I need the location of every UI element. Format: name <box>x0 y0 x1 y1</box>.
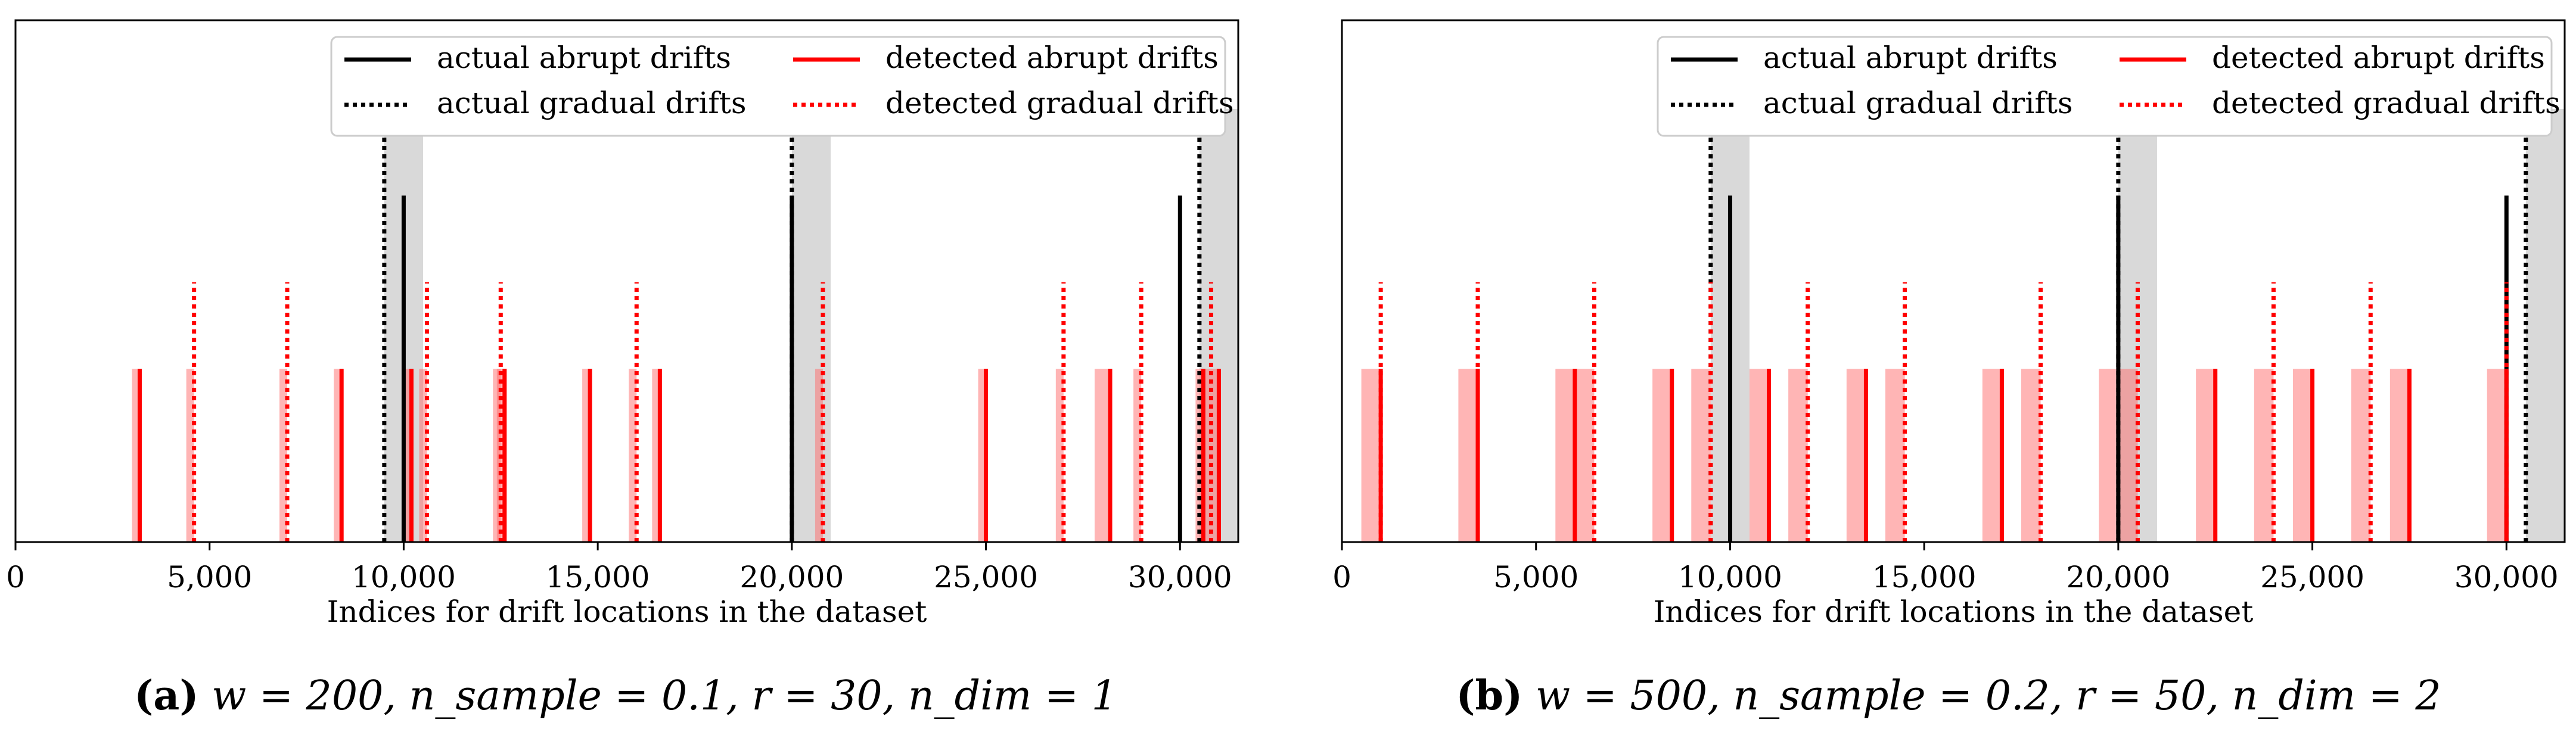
detected-span-12 <box>2099 369 2118 542</box>
caption-b-tag: (b) <box>1456 672 1523 720</box>
detected-span-16 <box>2293 369 2313 542</box>
caption-a: (a) w = 200, n_sample = 0.1, r = 30, n_d… <box>0 672 1251 726</box>
detected-span-15 <box>2254 369 2274 542</box>
legend-label-0: actual abrupt drifts <box>1763 41 2058 75</box>
chart-panel-b: 0 5,000 10,000 15,000 20,000 25,000 30,000 Indi… <box>1332 19 2566 629</box>
caption-a-params: w = 200, n_sample = 0.1, r = 30, n_dim =… <box>212 672 1117 720</box>
x-tick-label-5: 25,000 <box>934 560 1038 594</box>
legend-box <box>330 36 1226 137</box>
legend-label-0: actual abrupt drifts <box>437 41 731 75</box>
detected-span-4 <box>1652 369 1672 542</box>
legend-label-3: detected gradual drifts <box>2212 86 2561 120</box>
x-tick-label-1: 5,000 <box>1493 560 1578 594</box>
x-tick-label-6: 30,000 <box>1128 560 1232 594</box>
detected-span-2 <box>1555 369 1575 542</box>
x-tick-label-4: 20,000 <box>2066 560 2170 594</box>
legend-label-1: detected abrupt drifts <box>2212 41 2545 75</box>
caption-b-params: w = 500, n_sample = 0.2, r = 50, n_dim =… <box>1535 672 2441 720</box>
x-tick-label-1: 5,000 <box>167 560 252 594</box>
chart-panel-a: 0 5,000 10,000 15,000 20,000 25,000 30,000 Indi… <box>6 19 1239 629</box>
x-tick-label-3: 15,000 <box>1872 560 1977 594</box>
x-tick-label-3: 15,000 <box>546 560 650 594</box>
x-axis-label: Indices for drift locations in the datas… <box>327 594 927 629</box>
legend: actual abrupt drifts detected abrupt drif… <box>1657 36 2561 137</box>
detected-span-17 <box>2351 369 2371 542</box>
legend: actual abrupt drifts detected abrupt drif… <box>330 36 1234 137</box>
detected-span-9 <box>1885 369 1905 542</box>
detected-span-14 <box>1094 369 1102 542</box>
detected-span-19 <box>2487 369 2507 542</box>
x-tick-label-0: 0 <box>6 560 25 594</box>
actual-span-2 <box>2525 108 2565 543</box>
detected-span-6 <box>1750 369 1769 542</box>
x-axis-label: Indices for drift locations in the datas… <box>1654 594 2254 629</box>
legend-label-1: detected abrupt drifts <box>885 41 1219 75</box>
legend-label-2: actual gradual drifts <box>437 86 747 120</box>
detected-span-11 <box>2021 369 2041 542</box>
detected-span-18 <box>2389 369 2410 542</box>
actual-span-1 <box>791 108 831 543</box>
detected-span-1 <box>1458 369 1478 542</box>
x-tick-label-6: 30,000 <box>2454 560 2559 594</box>
detected-span-3 <box>1574 369 1595 542</box>
legend-label-2: actual gradual drifts <box>1763 86 2073 120</box>
detected-span-5 <box>1691 369 1711 542</box>
x-tick-label-4: 20,000 <box>739 560 844 594</box>
x-tick-label-2: 10,000 <box>352 560 456 594</box>
detected-span-7 <box>1788 369 1808 542</box>
detected-span-13 <box>2118 369 2138 542</box>
plot-frame <box>14 19 1239 543</box>
detected-span-10 <box>1982 369 2002 542</box>
plot-frame <box>1341 19 2566 543</box>
x-tick-label-5: 25,000 <box>2260 560 2364 594</box>
legend-box <box>1657 36 2553 137</box>
detected-span-14 <box>2196 369 2215 542</box>
detected-span-0 <box>1361 369 1381 542</box>
caption-b: (b) w = 500, n_sample = 0.2, r = 50, n_d… <box>1323 672 2574 726</box>
legend-label-3: detected gradual drifts <box>885 86 1234 120</box>
caption-a-tag: (a) <box>134 672 199 720</box>
detected-span-8 <box>1846 369 1866 542</box>
x-tick-label-0: 0 <box>1332 560 1351 594</box>
x-tick-label-2: 10,000 <box>1678 560 1782 594</box>
